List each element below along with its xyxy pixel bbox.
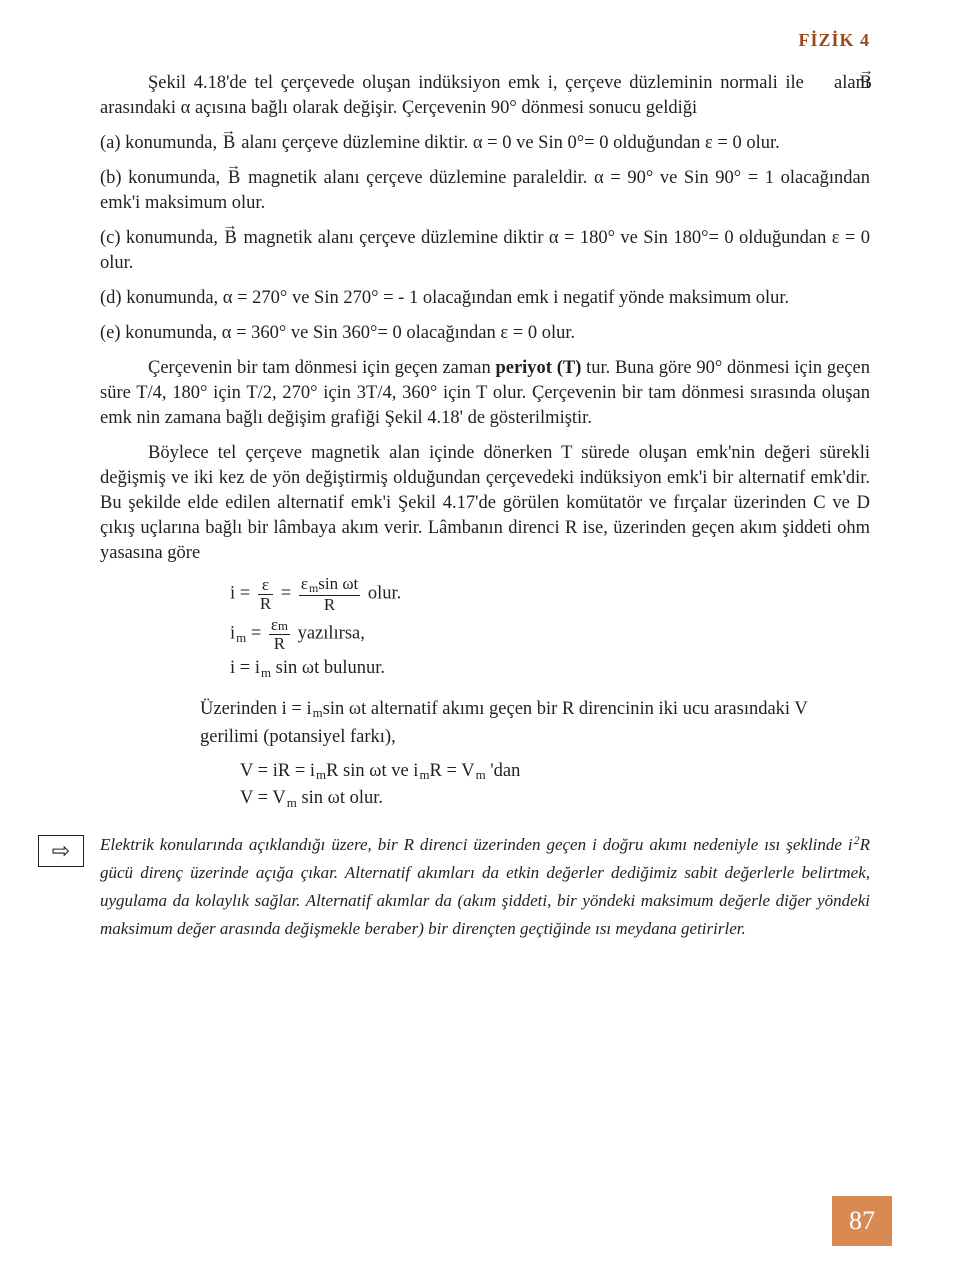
paragraph-b: (b) konumunda, B magnetik alanı çerçeve … [100,166,870,216]
paragraph-a: (a) konumunda, B alanı çerçeve düzlemine… [100,131,870,156]
denominator: R [269,635,290,653]
paragraph-c: (c) konumunda, B magnetik alanı çerçeve … [100,226,870,276]
subscript: m [475,767,486,782]
text: = [276,584,296,604]
b-vector: B [223,226,238,251]
text: ε [271,615,278,634]
subscript: m [286,795,297,810]
text: alanı çerçeve düzlemine diktir. α = 0 ve… [237,133,780,153]
paragraph-d: (d) konumunda, α = 270° ve Sin 270° = - … [100,286,870,311]
text: V = iR = i [240,761,315,781]
b-vector: B [227,166,242,191]
text-bold: periyot (T) [495,358,581,378]
superscript: 2 [853,833,860,847]
text: olur. [363,584,401,604]
paragraph-intro: Şekil 4.18'de tel çerçevede oluşan indük… [100,71,870,121]
equation-im: im = εmR yazılırsa, [230,616,870,653]
footnote-block: ⇨ Elektrik konularında açıklandığı üzere… [100,831,870,943]
b-vector: B [222,131,237,156]
text: i = i [230,658,260,678]
numerator: εmsin ωt [299,575,360,595]
text: sin ωt [318,574,358,593]
fraction: εR [258,576,273,613]
equation-block-2: Üzerinden i = imsin ωt alternatif akımı … [200,696,870,813]
paragraph-e: (e) konumunda, α = 360° ve Sin 360°= 0 o… [100,321,870,346]
subscript: m [260,665,271,680]
text: Üzerinden i = i [200,699,312,719]
page-number: 87 [832,1196,892,1246]
fraction: εmsin ωtR [299,575,360,613]
denominator: R [299,596,360,614]
page-header: FİZİK 4 [100,30,870,51]
numerator: ε [258,576,273,595]
equation-block-1: i = εR = εmsin ωtR olur. im = εmR yazılı… [230,575,870,684]
text: (a) konumunda, [100,133,222,153]
equation-V2: V = Vm sin ωt olur. [240,785,870,813]
subscript: m [308,581,318,595]
text: sin ωt olur. [297,788,383,808]
arrow-icon: ⇨ [38,835,84,867]
denominator: R [258,595,273,613]
b-vector: B [812,71,827,96]
text: Çerçevenin bir tam dönmesi için geçen za… [148,358,495,378]
text: i = [230,584,255,604]
numerator: εm [269,616,290,635]
paragraph-uzerinden: Üzerinden i = imsin ωt alternatif akımı … [200,696,870,752]
subscript: m [235,630,246,645]
text: Şekil 4.18'de tel çerçevede oluşan indük… [148,73,812,93]
paragraph-boylece: Böylece tel çerçeve magnetik alan içinde… [100,441,870,566]
subscript: m [418,767,429,782]
subscript: m [278,619,288,633]
fraction: εmR [269,616,290,653]
paragraph-periyot: Çerçevenin bir tam dönmesi için geçen za… [100,356,870,431]
equation-V1: V = iR = imR sin ωt ve imR = Vm 'dan [240,758,870,786]
text: yazılırsa, [293,623,365,643]
footnote-text: Elektrik konularında açıklandığı üzere, … [100,835,853,854]
text: (b) konumunda, [100,168,227,188]
subscript: m [315,767,326,782]
subscript: m [312,705,323,720]
text: R = V [430,761,475,781]
text: 'dan [486,761,521,781]
text: ε [301,574,308,593]
text: = [246,623,266,643]
text: sin ωt bulunur. [271,658,385,678]
text: V = V [240,788,286,808]
equation-i: i = εR = εmsin ωtR olur. [230,575,870,613]
equation-i-final: i = im sin ωt bulunur. [230,654,870,684]
text: R sin ωt ve i [326,761,418,781]
text: (c) konumunda, [100,228,223,248]
